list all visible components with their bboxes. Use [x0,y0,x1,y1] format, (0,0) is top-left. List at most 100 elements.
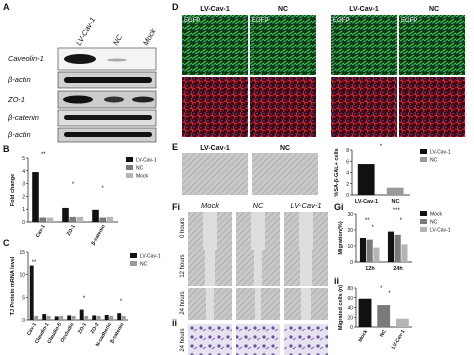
significance: * [372,225,375,231]
y-tick-label: 4 [346,171,349,177]
x-tick-label: NC [379,329,388,339]
bar [84,315,89,320]
panel-label: B [3,144,10,154]
bar [92,209,99,222]
row-label: 12 hours [180,254,186,277]
x-tick-label: 24h [393,266,403,272]
column-header: NC [278,6,288,13]
panel-label: ii [334,276,339,286]
bar [76,216,84,222]
y-tick-label: 0 [22,220,25,226]
x-tick-label: ZO-2 [90,322,101,335]
panel-label: E [172,142,178,152]
panel-label: ii [172,318,177,328]
panel-label: A [3,2,10,12]
wound-gap [203,212,217,252]
significance: ** [41,152,46,158]
x-tick-label: ZO-1 [66,224,77,237]
y-tick-label: 80 [347,286,353,292]
significance: * [388,291,391,297]
wound-gap [301,288,311,320]
bar [386,187,404,195]
x-tick-label: Cav-1 [26,322,38,337]
y-tick-label: 40 [347,306,353,312]
y-tick-label: 20 [347,228,353,234]
bar [401,244,408,262]
bar [62,207,69,222]
column-header: LV-Cav-1 [200,6,230,13]
wound-gap [255,288,261,320]
wound-images: Mock NC LV-Cav-1 0 hours 12 hours 24 hou… [180,201,328,355]
row-label: 0 hours [180,218,186,238]
legend-swatch [420,211,427,216]
fluorescence-images: LV-Cav-1 NC LV-Cav-1 NC EGFP EGFP EGFP E… [182,6,465,137]
x-tick-label: 12h [365,266,375,272]
wound-gap [299,212,313,252]
protein-label: β-catenin [7,113,39,122]
panel-label: C [3,238,10,248]
significance: * [120,299,123,305]
row-label: 24 hours [180,328,186,351]
significance: * [380,144,383,150]
legend-label: LV-Cav-1 [140,254,161,260]
row-label: 24 hours [180,291,186,314]
wound-gap [205,250,215,286]
legend-label: LV-Cav-1 [430,228,451,234]
y-tick-label: 30 [347,212,353,218]
channel-label: EGFP [252,18,268,24]
bar [106,216,114,222]
x-tick-label: ZO-1 [77,322,88,335]
y-tick-label: 2 [22,194,25,200]
wound-gap [300,250,312,286]
y-tick-label: 20 [347,315,353,321]
bar [46,217,54,222]
column-header: LV-Cav-1 [349,6,379,13]
x-tick-label: LV-Cav-1 [355,199,378,205]
protein-label: β-actin [7,75,31,84]
bar [121,315,126,320]
bar-chart: 0 1 2 3 4 5 Fold change Cav-1 ZO-1 β-catenin LV-Ca… [10,152,157,246]
legend-swatch [420,227,427,232]
y-axis-label: Migrated cells (n) [338,285,344,330]
y-tick-label: 10 [347,244,353,250]
bar [54,316,59,320]
significance: * [83,296,86,302]
y-tick-label: 5 [22,156,25,162]
bar [59,315,64,320]
x-tick-label: Mock [357,329,369,343]
bar [99,217,106,222]
panel-label: D [172,2,179,12]
bar [79,309,84,320]
bar [46,315,51,320]
legend-swatch [420,149,427,154]
bar [34,315,39,320]
bar [366,239,373,262]
y-axis-label: TJ Protein mRNA level [10,256,16,315]
x-tick-label: NC [392,199,400,205]
bar [359,238,367,262]
column-header: Mock [201,201,220,210]
significance: * [102,186,105,192]
x-tick-label: Cav-1 [35,224,47,239]
legend-swatch [126,165,133,170]
legend-swatch [420,219,427,224]
y-tick-label: 0 [22,318,25,324]
lane-label: LV-Cav-1 [74,16,97,47]
lane-label: Mock [141,26,158,47]
channel-label: EGFP [184,18,200,24]
legend-label: LV-Cav-1 [430,150,451,156]
y-tick-label: 0 [346,193,349,199]
panel-label: Gi [334,202,344,212]
bar [96,315,101,320]
bar-chart: 0 2 4 6 8 %SA-β-GAL+ cells LV-Cav-1 NC LV-Cav-1 N… [334,144,451,205]
column-header: NC [253,201,264,210]
bar [42,314,47,320]
bar [29,265,34,320]
column-header: NC [429,6,439,13]
channel-label: EGFP [401,18,417,24]
y-tick-label: 5 [22,295,25,301]
legend-label: Mock [430,212,442,218]
